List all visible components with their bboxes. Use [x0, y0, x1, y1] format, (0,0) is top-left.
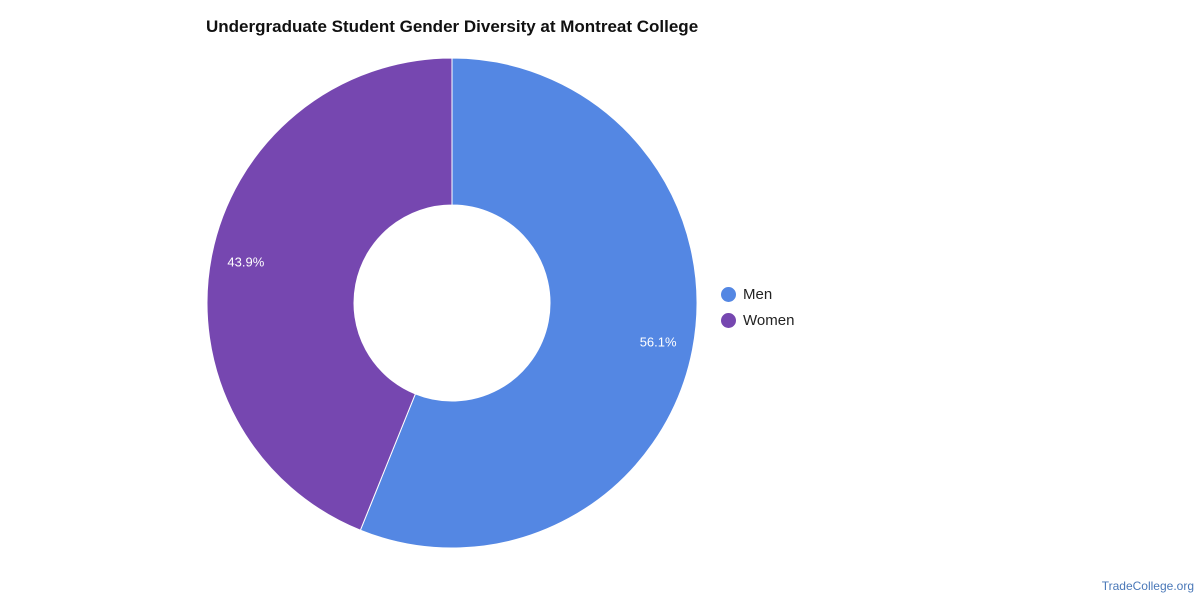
legend-swatch-men — [721, 286, 736, 302]
legend-item-women[interactable]: Women — [721, 307, 794, 333]
slice-label-men: 56.1% — [640, 334, 677, 349]
chart-title: Undergraduate Student Gender Diversity a… — [206, 17, 699, 36]
legend-swatch-women — [721, 312, 736, 328]
slice-men[interactable] — [359, 57, 698, 549]
donut-slices — [206, 57, 698, 549]
legend-label-men: Men — [743, 285, 773, 303]
donut-labels: 56.1% 43.9% — [227, 254, 677, 349]
legend-item-men[interactable]: Men — [721, 281, 794, 307]
slice-women[interactable] — [206, 57, 453, 531]
slice-label-women: 43.9% — [227, 254, 264, 269]
chart-legend: Men Women — [721, 281, 794, 333]
legend-label-women: Women — [743, 311, 795, 329]
watermark-link[interactable]: TradeCollege.org — [1101, 579, 1194, 593]
